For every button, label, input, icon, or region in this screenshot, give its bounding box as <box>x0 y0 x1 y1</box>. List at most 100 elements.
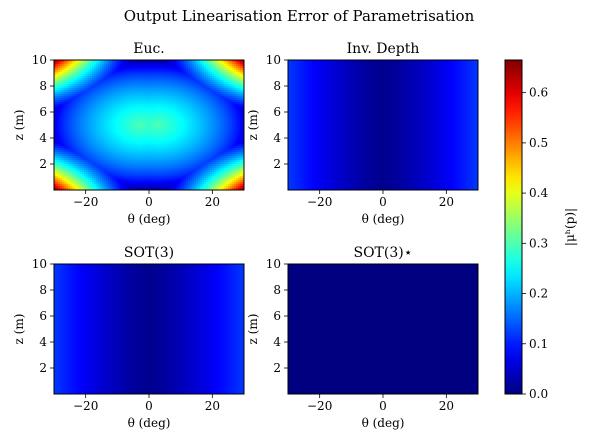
heatmap-cell <box>134 92 137 95</box>
heatmap-cell <box>156 178 159 181</box>
heatmap-cell <box>66 60 69 63</box>
heatmap-cell <box>66 156 69 159</box>
heatmap-cell <box>114 76 117 79</box>
heatmap-cell <box>128 106 131 109</box>
heatmap-cell <box>166 112 169 115</box>
heatmap-cell <box>176 128 179 131</box>
heatmap-cell <box>58 64 61 67</box>
heatmap-cell <box>64 134 67 137</box>
heatmap-cell <box>132 170 135 173</box>
heatmap-cell <box>150 152 153 155</box>
heatmap-cell <box>176 84 179 87</box>
heatmap-cell <box>108 126 111 129</box>
heatmap-cell <box>70 140 73 143</box>
heatmap-cell <box>108 108 111 111</box>
heatmap-cell <box>184 186 187 189</box>
heatmap-cell <box>90 128 93 131</box>
heatmap-cell <box>90 88 93 91</box>
heatmap-cell <box>94 88 97 91</box>
heatmap-cell <box>190 90 193 93</box>
heatmap-cell <box>178 88 181 91</box>
heatmap-cell <box>166 140 169 143</box>
heatmap-cell <box>138 88 141 91</box>
heatmap-cell <box>164 168 167 171</box>
heatmap-cell <box>130 104 133 107</box>
heatmap-cell <box>72 148 75 151</box>
heatmap-cell <box>60 150 63 153</box>
heatmap-cell <box>144 94 147 97</box>
heatmap-cell <box>74 100 77 103</box>
heatmap-cell <box>172 96 175 99</box>
heatmap-cell <box>198 158 201 161</box>
heatmap-cell <box>204 70 207 73</box>
heatmap-cell <box>102 114 105 117</box>
heatmap-cell <box>122 172 125 175</box>
heatmap-cell <box>114 128 117 131</box>
heatmap-cell <box>184 72 187 75</box>
heatmap-cell <box>110 106 113 109</box>
heatmap-cell <box>138 126 141 129</box>
heatmap-cell <box>106 122 109 125</box>
heatmap-cell <box>158 84 161 87</box>
heatmap-cell <box>110 154 113 157</box>
heatmap-cell <box>192 106 195 109</box>
heatmap-cell <box>200 174 203 177</box>
heatmap-cell <box>76 174 79 177</box>
heatmap-cell <box>124 140 127 143</box>
heatmap-cell <box>156 74 159 77</box>
heatmap-cell <box>134 186 137 189</box>
heatmap-cell <box>190 182 193 185</box>
heatmap-cell <box>182 94 185 97</box>
heatmap-cell <box>92 158 95 161</box>
heatmap-cell <box>174 86 177 89</box>
heatmap-cell <box>78 174 81 177</box>
heatmap-cell <box>204 158 207 161</box>
heatmap-cell <box>140 132 143 135</box>
heatmap-cell <box>54 66 57 69</box>
heatmap-cell <box>160 60 163 63</box>
heatmap-cell <box>102 60 105 63</box>
heatmap-cell <box>134 86 137 89</box>
heatmap-cell <box>194 96 197 99</box>
heatmap-cell <box>120 188 123 190</box>
heatmap-cell <box>74 174 77 177</box>
heatmap-cell <box>166 74 169 77</box>
heatmap-cell <box>180 62 183 65</box>
heatmap-cell <box>136 188 139 190</box>
heatmap-cell <box>158 148 161 151</box>
heatmap-cell <box>162 140 165 143</box>
heatmap-cell <box>144 106 147 109</box>
heatmap-cell <box>206 134 209 137</box>
heatmap-cell <box>122 150 125 153</box>
heatmap-cell <box>56 178 59 181</box>
heatmap-cell <box>140 86 143 89</box>
heatmap-cell <box>76 108 79 111</box>
heatmap-cell <box>202 90 205 93</box>
heatmap-cell <box>118 100 121 103</box>
heatmap-cell <box>194 110 197 113</box>
heatmap-cell <box>122 170 125 173</box>
heatmap-cell <box>88 142 91 145</box>
heatmap-cell <box>146 124 149 127</box>
heatmap-cell <box>90 172 93 175</box>
heatmap-cell <box>122 182 125 185</box>
heatmap-cell <box>198 130 201 133</box>
heatmap-cell <box>204 74 207 77</box>
heatmap-cell <box>174 118 177 121</box>
heatmap-cell <box>100 74 103 77</box>
heatmap-cell <box>110 120 113 123</box>
heatmap-cell <box>130 182 133 185</box>
heatmap-cell <box>190 102 193 105</box>
heatmap-cell <box>100 186 103 189</box>
heatmap-cell <box>60 94 63 97</box>
heatmap-cell <box>150 164 153 167</box>
heatmap-cell <box>200 160 203 163</box>
heatmap-cell <box>148 68 151 71</box>
heatmap-cell <box>178 120 181 123</box>
heatmap-cell <box>80 172 83 175</box>
heatmap-cell <box>166 60 169 63</box>
heatmap-cell <box>80 106 83 109</box>
heatmap-cell <box>202 134 205 137</box>
heatmap-cell <box>200 120 203 123</box>
heatmap-cell <box>66 124 69 127</box>
